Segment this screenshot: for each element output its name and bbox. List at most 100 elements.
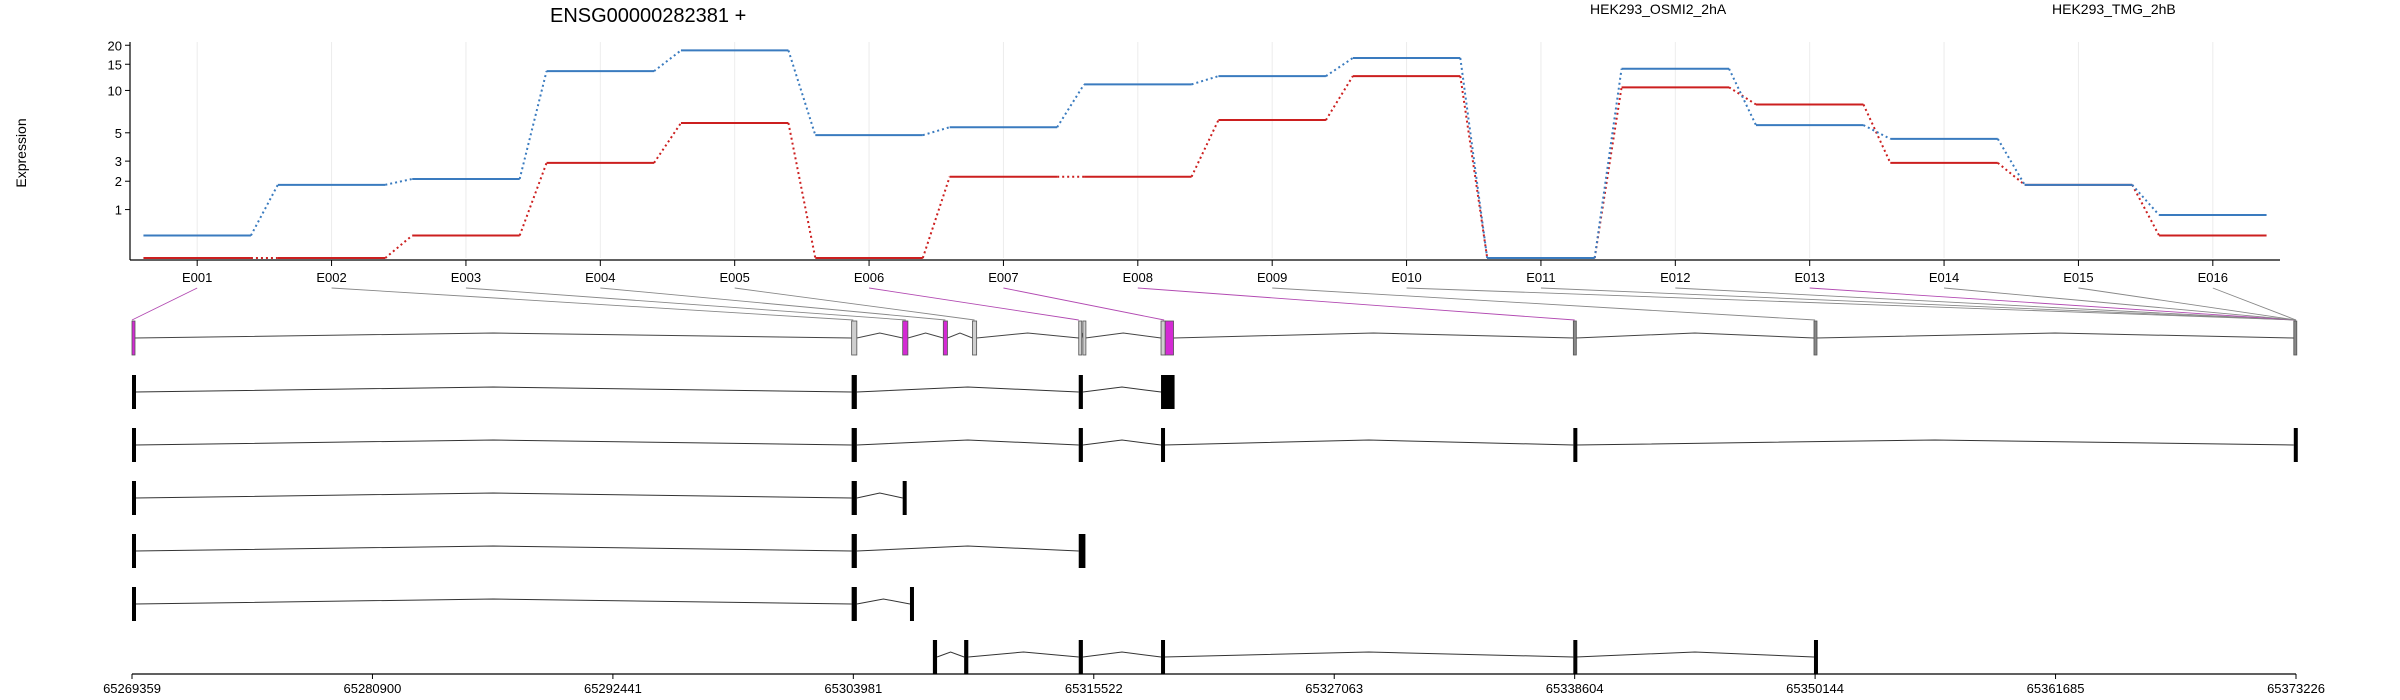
x-tick-label-E007: E007 (988, 270, 1018, 285)
connector-E012 (1675, 287, 2297, 321)
genomic-tick-label-5: 65315522 (1065, 681, 1123, 696)
genomic-tick-label-3: 65292441 (584, 681, 642, 696)
connector-E002 (331, 287, 854, 321)
transcript-1-exon-2 (851, 375, 857, 409)
genomic-tick-label-1: 65269359 (103, 681, 161, 696)
connector-E014 (1944, 287, 2297, 321)
transcript-6-intron-1 (936, 651, 965, 658)
x-tick-label-E015: E015 (2063, 270, 2093, 285)
transcript-3-exon-2 (851, 481, 857, 515)
transcript-6-exon-4 (1161, 640, 1166, 674)
track-intron-9 (1173, 332, 1574, 339)
connector-E016 (2212, 287, 2297, 321)
series-1-connector-2 (384, 234, 413, 259)
series-2-connector-9 (1325, 57, 1354, 77)
series-1 (143, 75, 2267, 259)
y-tick-label-20: 20 (108, 38, 122, 53)
genomic-tick-label-7: 65338604 (1546, 681, 1604, 696)
series-2-connector-2 (385, 177, 413, 186)
transcript-6-exon-1 (932, 640, 938, 674)
connector-E006 (868, 287, 1079, 321)
track-intron-4 (947, 332, 973, 339)
transcript-5-exon-1 (132, 587, 136, 621)
x-tick-label-E002: E002 (316, 270, 346, 285)
genomic-tick-label-10: 65373226 (2267, 681, 2325, 696)
track-exon-9 (1164, 320, 1174, 356)
track-exon-5 (972, 320, 978, 356)
series-2 (143, 49, 2267, 259)
series-1-connector-15 (2131, 184, 2160, 236)
genomic-tick-label-4: 65303981 (824, 681, 882, 696)
connector-E001 (131, 287, 198, 321)
track-exon-2 (851, 320, 858, 356)
transcript-3-exon-3 (902, 481, 907, 515)
track-exon-10 (1572, 320, 1577, 356)
track-exon-4 (942, 320, 948, 356)
transcript-1-exon-1 (132, 375, 136, 409)
transcript-5 (132, 587, 914, 621)
series-1-connector-11 (1593, 87, 1623, 259)
genomic-axis: 65269359 65280900 65292441 65303981 65315522… (103, 673, 2325, 696)
transcript-2-intron-5 (1575, 439, 2294, 446)
track-exon-7 (1082, 320, 1087, 356)
track-exon-1 (131, 320, 136, 356)
track-intron-3 (907, 332, 944, 339)
transcript-2-exon-3 (1078, 428, 1083, 462)
y-tick-label-2: 2 (115, 174, 122, 189)
connector-E004 (600, 287, 946, 321)
transcript-6-exon-6 (1813, 640, 1818, 674)
x-tick-label-E012: E012 (1660, 270, 1690, 285)
track-intron-1 (134, 332, 852, 339)
transcript-1-intron-2 (856, 386, 1079, 393)
series-lines (143, 49, 2267, 259)
y-tick-label-5: 5 (115, 126, 122, 141)
x-tick-label-E011: E011 (1526, 270, 1555, 285)
track-intron-7 (1085, 332, 1162, 339)
chart-title: ENSG00000282381 + (550, 5, 746, 27)
transcripts (132, 375, 2298, 674)
transcript-2-intron-1 (134, 439, 852, 446)
transcript-2-intron-2 (856, 439, 1079, 446)
transcript-6-exon-3 (1078, 640, 1083, 674)
track-exon-11 (1813, 320, 1818, 356)
transcript-1-intron-3 (1082, 386, 1162, 393)
series-1-connector-6 (921, 176, 951, 259)
legend-series-1: HEK293_OSMI2_2hA (1590, 1, 1727, 17)
x-tick-label-E006: E006 (854, 270, 884, 285)
exon-labels: E001 E002 E003 E004 E005 E006 E007 E008 E009 E010… (182, 260, 2228, 285)
transcript-3 (132, 481, 907, 515)
series-2-connector-1 (250, 184, 279, 236)
axes: 1 2 3 5 10 15 20 (108, 38, 2280, 261)
gridlines (196, 42, 2214, 258)
series-1-connector-3 (518, 162, 548, 236)
transcript-4-intron-2 (856, 545, 1079, 552)
series-2-connector-10 (1459, 57, 1489, 259)
series-1-connector-5 (787, 122, 817, 259)
x-tick-label-E001: E001 (182, 270, 212, 285)
exon-track (131, 320, 2298, 356)
x-tick-label-E005: E005 (720, 270, 750, 285)
genomic-tick-label-8: 65350144 (1786, 681, 1844, 696)
transcript-2-exon-6 (2293, 428, 2298, 462)
series-2-connector-14 (1996, 138, 2026, 186)
transcript-3-exon-1 (132, 481, 136, 515)
transcript-1-intron-1 (134, 386, 852, 393)
transcript-5-intron-1 (134, 598, 852, 605)
series-2-connector-4 (653, 49, 682, 72)
track-intron-5 (976, 332, 1079, 339)
transcript-1-exon-4 (1161, 375, 1175, 409)
connector-E007 (1003, 287, 1165, 321)
transcript-6-intron-5 (1575, 651, 1814, 658)
transcript-2-exon-5 (1573, 428, 1578, 462)
transcript-4 (132, 534, 1086, 568)
series-2-connector-15 (2131, 184, 2160, 216)
x-tick-label-E010: E010 (1391, 270, 1421, 285)
transcript-2 (132, 428, 2298, 462)
connector-E009 (1272, 287, 1816, 321)
series-1-connector-9 (1325, 75, 1354, 121)
track-exon-3 (902, 320, 909, 356)
transcript-2-intron-4 (1164, 439, 1574, 446)
track-intron-2 (856, 332, 903, 339)
x-tick-label-E016: E016 (2198, 270, 2228, 285)
series-2-connector-8 (1191, 75, 1219, 86)
